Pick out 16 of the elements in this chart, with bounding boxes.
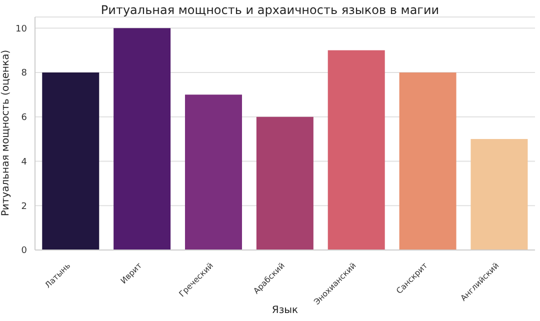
x-axis-title: Язык [270,305,300,316]
y-axis-title: Ритуальная мощность (оценка) [0,50,12,216]
bar [470,139,528,250]
y-tick-label: 10 [16,24,28,34]
y-tick-label: 0 [21,246,28,256]
y-tick-label: 6 [21,113,28,124]
bar [185,94,242,250]
bar [256,116,314,250]
bar [42,72,100,250]
chart-title: Ритуальная мощность и архаичность языков в магии [100,3,440,17]
bar [328,50,385,250]
y-tick-label: 4 [21,157,28,168]
bar [114,28,171,250]
y-tick-label: 2 [21,202,27,212]
bar [399,72,456,250]
y-tick-label: 8 [21,68,28,79]
